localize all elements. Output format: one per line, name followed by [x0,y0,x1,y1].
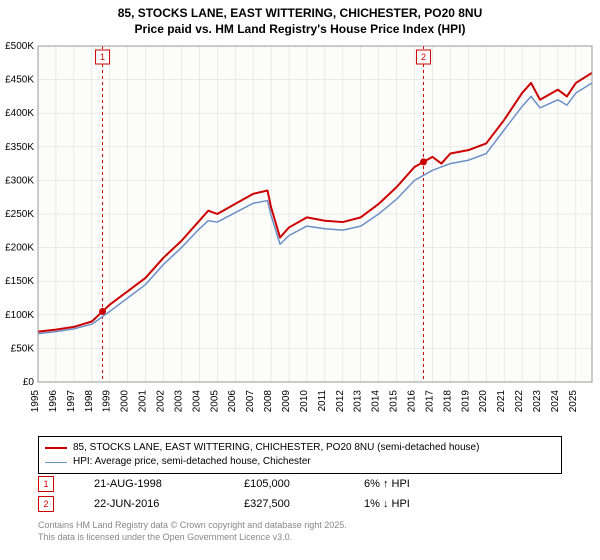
svg-text:2011: 2011 [317,390,328,412]
svg-text:£150K: £150K [5,276,34,287]
svg-text:2002: 2002 [156,390,167,413]
sale-marker-row: 2 22-JUN-2016 £327,500 1% ↓ HPI [38,496,562,512]
sale-delta: 6% ↑ HPI [364,478,410,490]
legend: 85, STOCKS LANE, EAST WITTERING, CHICHES… [38,436,562,474]
svg-text:1: 1 [100,52,105,62]
svg-text:2020: 2020 [478,390,489,413]
chart-title-line2: Price paid vs. HM Land Registry's House … [0,22,600,36]
svg-text:2012: 2012 [335,390,346,413]
svg-text:£50K: £50K [11,343,35,354]
legend-swatch [45,447,67,449]
svg-text:2014: 2014 [371,390,382,413]
svg-text:2001: 2001 [138,390,149,413]
svg-text:£0: £0 [23,377,35,388]
svg-text:£350K: £350K [5,142,34,153]
sale-marker-number: 1 [38,476,54,492]
svg-text:£250K: £250K [5,209,34,220]
svg-text:2019: 2019 [460,390,471,413]
chart-area: £0 £50K £100K £150K £200K £250K £300K £350K £400… [0,40,600,430]
svg-text:1999: 1999 [102,390,113,413]
legend-label: 85, STOCKS LANE, EAST WITTERING, CHICHES… [73,441,479,455]
sale-date: 21-AUG-1998 [94,478,204,490]
svg-text:2013: 2013 [353,390,364,413]
line-chart-svg: £0 £50K £100K £150K £200K £250K £300K £350K £400… [0,40,600,430]
svg-text:1996: 1996 [48,390,59,413]
sale-marker-row: 1 21-AUG-1998 £105,000 6% ↑ HPI [38,476,562,492]
svg-text:2024: 2024 [550,390,561,413]
svg-text:2023: 2023 [532,390,543,413]
svg-text:1995: 1995 [30,390,41,413]
svg-text:£400K: £400K [5,108,34,119]
svg-text:£450K: £450K [5,75,34,86]
footnote: Contains HM Land Registry data © Crown c… [38,520,347,543]
svg-text:2021: 2021 [496,390,507,413]
sale-marker-number: 2 [38,496,54,512]
sale-price: £327,500 [244,498,324,510]
chart-title-line1: 85, STOCKS LANE, EAST WITTERING, CHICHES… [0,0,600,22]
svg-text:2016: 2016 [407,390,418,413]
svg-text:£100K: £100K [5,310,34,321]
svg-text:2009: 2009 [281,390,292,413]
svg-text:1998: 1998 [84,390,95,413]
svg-text:2006: 2006 [227,390,238,413]
legend-swatch [45,462,67,463]
footnote-line1: Contains HM Land Registry data © Crown c… [38,520,347,532]
svg-text:2018: 2018 [442,390,453,413]
svg-text:2025: 2025 [568,390,579,413]
legend-item: 85, STOCKS LANE, EAST WITTERING, CHICHES… [45,441,555,455]
svg-text:£300K: £300K [5,175,34,186]
svg-text:2000: 2000 [120,390,131,413]
legend-item: HPI: Average price, semi-detached house,… [45,455,555,469]
sale-markers-table: 1 21-AUG-1998 £105,000 6% ↑ HPI 2 22-JUN… [38,476,562,516]
svg-text:2004: 2004 [191,390,202,413]
svg-text:2007: 2007 [245,390,256,413]
svg-text:£200K: £200K [5,243,34,254]
svg-text:2008: 2008 [263,390,274,413]
footnote-line2: This data is licensed under the Open Gov… [38,532,347,544]
sale-delta: 1% ↓ HPI [364,498,410,510]
svg-text:2003: 2003 [173,390,184,413]
svg-text:2015: 2015 [389,390,400,413]
svg-text:2017: 2017 [424,390,435,413]
legend-label: HPI: Average price, semi-detached house,… [73,455,311,469]
svg-text:£500K: £500K [5,41,34,52]
svg-text:2005: 2005 [209,390,220,413]
svg-text:1997: 1997 [66,390,77,413]
svg-text:2: 2 [421,52,426,62]
svg-text:2022: 2022 [514,390,525,413]
svg-text:2010: 2010 [299,390,310,413]
sale-price: £105,000 [244,478,324,490]
sale-date: 22-JUN-2016 [94,498,204,510]
